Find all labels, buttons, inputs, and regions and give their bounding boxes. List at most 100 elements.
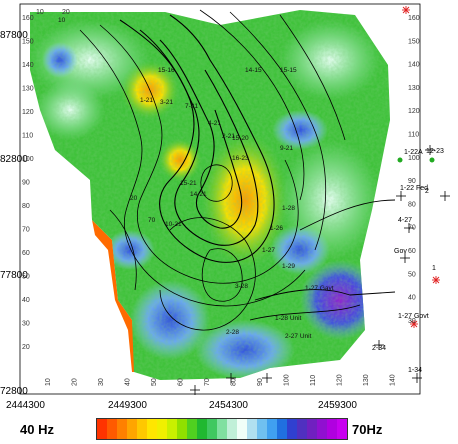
color-swatch xyxy=(177,419,187,439)
x-axis-label: 2444300 xyxy=(6,400,45,411)
right-grid-label: 110 xyxy=(408,132,419,139)
contour-label: 2-21 xyxy=(222,133,235,140)
color-swatch xyxy=(317,419,327,439)
left-grid-label: 160 xyxy=(22,15,34,22)
well-label: 1-22A xyxy=(404,149,423,156)
contour-label: 16-23 xyxy=(232,155,249,162)
right-grid-label: 60 xyxy=(408,248,416,255)
well-marker xyxy=(374,340,384,350)
color-swatch xyxy=(137,419,147,439)
contour-label: 3-21 xyxy=(160,99,173,106)
bottom-grid-label: 30 xyxy=(98,378,105,386)
y-axis-label: 77800 xyxy=(0,270,28,281)
contour-label: 1-27 Gavt xyxy=(305,285,334,292)
well-marker xyxy=(425,145,435,155)
color-swatch xyxy=(337,419,347,439)
well-label: 2-34 xyxy=(372,345,386,352)
left-grid-label: 60 xyxy=(22,250,30,257)
survey-edge xyxy=(92,220,136,372)
well-label: 1-34 xyxy=(408,367,422,374)
y-axis-label: 87800 xyxy=(0,30,28,41)
color-swatch xyxy=(127,419,137,439)
bottom-grid-label: 110 xyxy=(310,375,317,386)
contour-label: 20 xyxy=(130,195,138,202)
contour-label: 3-28 xyxy=(235,283,248,290)
green-well-dot xyxy=(397,157,403,163)
frequency-raster xyxy=(30,10,390,380)
color-swatch xyxy=(257,419,267,439)
left-grid-label: 20 xyxy=(22,344,30,351)
contour-label: 1-27 xyxy=(262,247,275,254)
well-label: Gov xyxy=(394,248,407,255)
contour-label: 10 xyxy=(58,17,66,24)
color-swatch xyxy=(217,419,227,439)
contour-lines xyxy=(79,9,396,331)
x-axis-label: 2459300 xyxy=(318,400,357,411)
left-grid-label: 30 xyxy=(22,321,30,328)
red-star-marker xyxy=(432,276,440,284)
left-grid-label: 140 xyxy=(22,62,34,69)
color-swatch xyxy=(287,419,297,439)
frequency-color-scale: 40 Hz 70Hz xyxy=(0,414,458,444)
contour-label: 15-15 xyxy=(280,67,297,74)
left-grid-label: 150 xyxy=(22,39,34,46)
bottom-grid-label: 140 xyxy=(390,374,397,386)
bottom-grid-label: 10 xyxy=(45,378,52,386)
bottom-grid-label: 120 xyxy=(337,374,344,386)
left-grid-label: 100 xyxy=(22,156,34,163)
bottom-grid-label: 50 xyxy=(151,378,158,386)
left-grid-label: 40 xyxy=(22,297,30,304)
color-swatch xyxy=(167,419,177,439)
left-grid-label: 50 xyxy=(22,274,30,281)
bottom-grid-label: 20 xyxy=(72,378,79,386)
contour-label: 2-27 Unit xyxy=(285,333,312,340)
color-swatch xyxy=(147,419,157,439)
color-swatch xyxy=(107,419,117,439)
color-swatch xyxy=(117,419,127,439)
top-grid-label: 10 xyxy=(36,9,44,16)
color-swatch xyxy=(327,419,337,439)
contour-label: 10-21 xyxy=(165,221,182,228)
bottom-grid-label: 90 xyxy=(257,378,264,386)
y-axis-label: 82800 xyxy=(0,154,28,165)
right-grid-label: 30 xyxy=(408,318,416,325)
contour-label: 1-28 xyxy=(282,205,295,212)
color-swatch xyxy=(297,419,307,439)
bottom-grid-label: 60 xyxy=(178,378,185,386)
contour-label: 7-21 xyxy=(185,103,198,110)
color-swatch xyxy=(197,419,207,439)
color-swatch xyxy=(207,419,217,439)
color-ramp xyxy=(96,418,348,440)
well-marker xyxy=(404,223,414,233)
color-swatch xyxy=(187,419,197,439)
right-grid-label: 70 xyxy=(408,225,416,232)
well-marker xyxy=(440,191,450,201)
left-grid-label: 130 xyxy=(22,86,34,93)
contour-label: 15-21 xyxy=(180,180,197,187)
well-marker xyxy=(262,373,272,383)
x-axis-labels: 2444300 2449300 2454300 2459300 xyxy=(6,400,357,411)
left-grid-label: 70 xyxy=(22,227,30,234)
right-grid-label: 90 xyxy=(408,178,416,185)
red-star-markers xyxy=(402,6,440,328)
contour-label: 4-21 xyxy=(208,120,221,127)
x-axis-label: 2454300 xyxy=(209,400,248,411)
left-grid-label: 90 xyxy=(22,180,30,187)
x-axis-label: 2449300 xyxy=(108,400,147,411)
contour-label: 1-29 xyxy=(282,263,295,270)
contour-label: 15-16 xyxy=(158,67,175,74)
right-grid-labels: 160 150 140 130 120 110 100 90 80 70 60 50 40 30 xyxy=(408,15,420,325)
well-label: 12-23 xyxy=(426,148,444,155)
right-grid-label: 120 xyxy=(408,108,420,115)
left-grid-label: 110 xyxy=(22,133,33,140)
right-grid-label: 150 xyxy=(408,38,420,45)
color-swatch xyxy=(247,419,257,439)
well-label: 1-22 Fed xyxy=(400,185,428,192)
y-axis-label: 72800 xyxy=(0,386,28,397)
left-grid-label: 120 xyxy=(22,109,34,116)
right-grid-label: 80 xyxy=(408,201,416,208)
y-axis-labels: 87800 82800 77800 72800 xyxy=(0,30,28,397)
well-label: 1-27 Govt xyxy=(398,313,429,320)
